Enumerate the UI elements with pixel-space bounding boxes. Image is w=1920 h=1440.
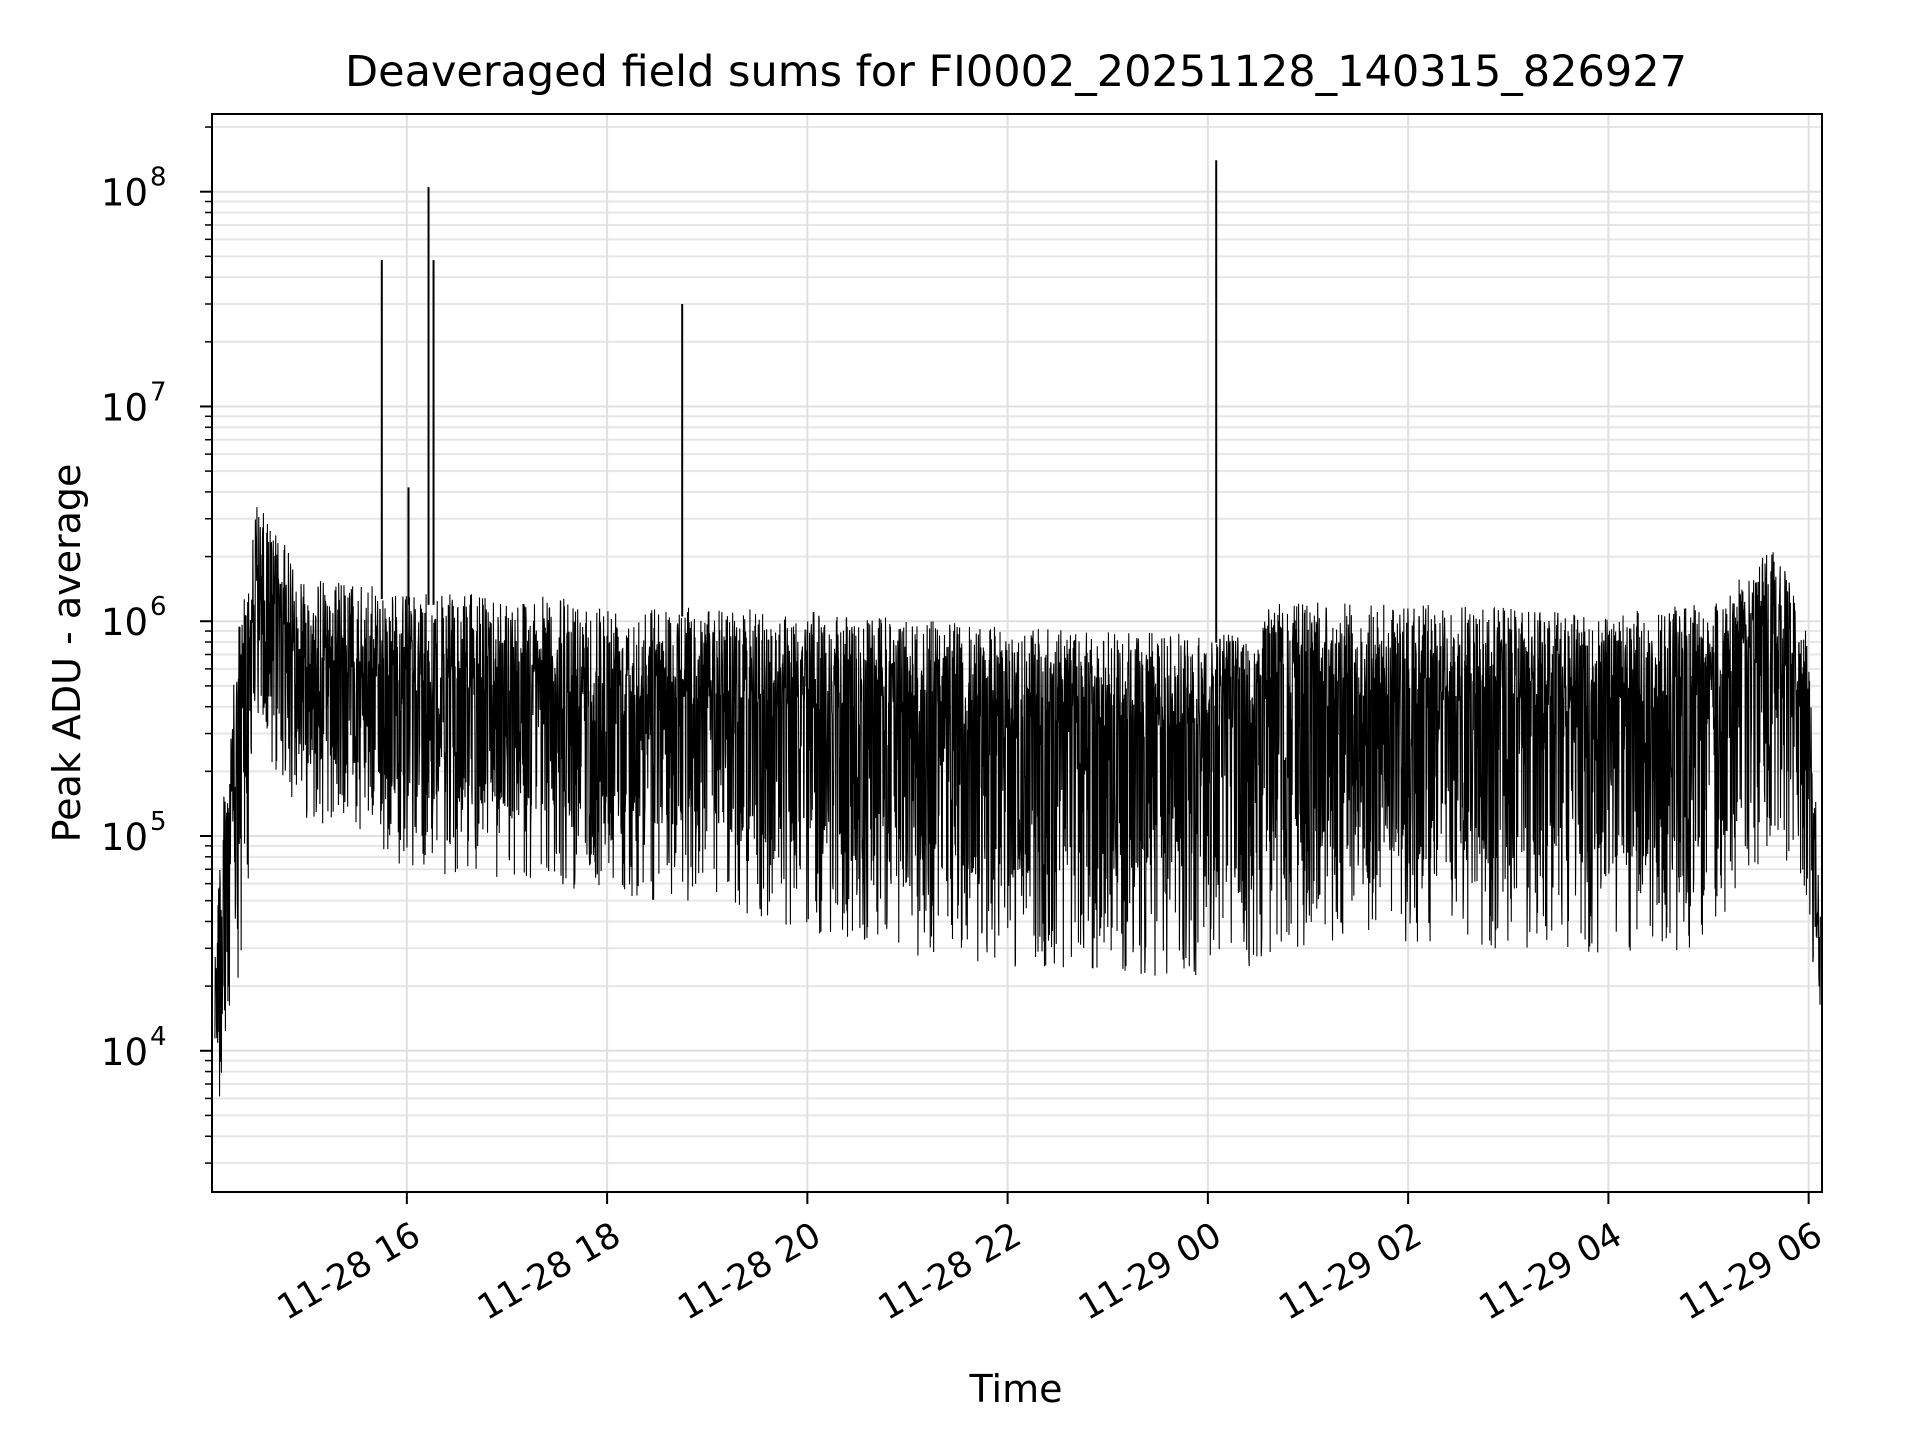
x-tick-label: 11-28 16	[271, 1215, 427, 1328]
y-tick-exponent: 5	[150, 807, 167, 837]
y-tick-label: 10	[101, 172, 148, 215]
x-tick-label: 11-28 18	[471, 1215, 627, 1328]
y-tick-label: 10	[101, 816, 148, 859]
chart-title: Deaveraged field sums for FI0002_2025112…	[345, 47, 1687, 97]
y-axis-label: Peak ADU - average	[45, 464, 89, 843]
y-tick-exponent: 4	[150, 1022, 167, 1052]
y-tick-exponent: 8	[150, 163, 167, 193]
x-tick-label: 11-29 02	[1272, 1215, 1428, 1328]
x-tick-label: 11-28 20	[672, 1215, 828, 1328]
plot-frame	[211, 113, 1823, 1193]
y-tick-label: 10	[101, 601, 148, 644]
x-tick-label: 11-28 22	[872, 1215, 1028, 1328]
spikes	[380, 160, 1218, 643]
x-tick-label: 11-29 04	[1473, 1215, 1629, 1328]
series-line	[214, 507, 1821, 1097]
x-tick-label: 11-29 06	[1673, 1215, 1829, 1328]
y-tick-exponent: 7	[150, 377, 167, 407]
y-tick-exponent: 6	[150, 592, 167, 622]
x-axis-label: Time	[969, 1367, 1063, 1411]
x-axis: 11-28 16 11-28 18 11-28 20 11-28 22 11-29 00…	[271, 1192, 1829, 1328]
grid	[212, 114, 1822, 1192]
x-tick-label: 11-29 00	[1072, 1215, 1228, 1328]
y-tick-label: 10	[101, 1031, 148, 1074]
y-tick-label: 10	[101, 386, 148, 429]
